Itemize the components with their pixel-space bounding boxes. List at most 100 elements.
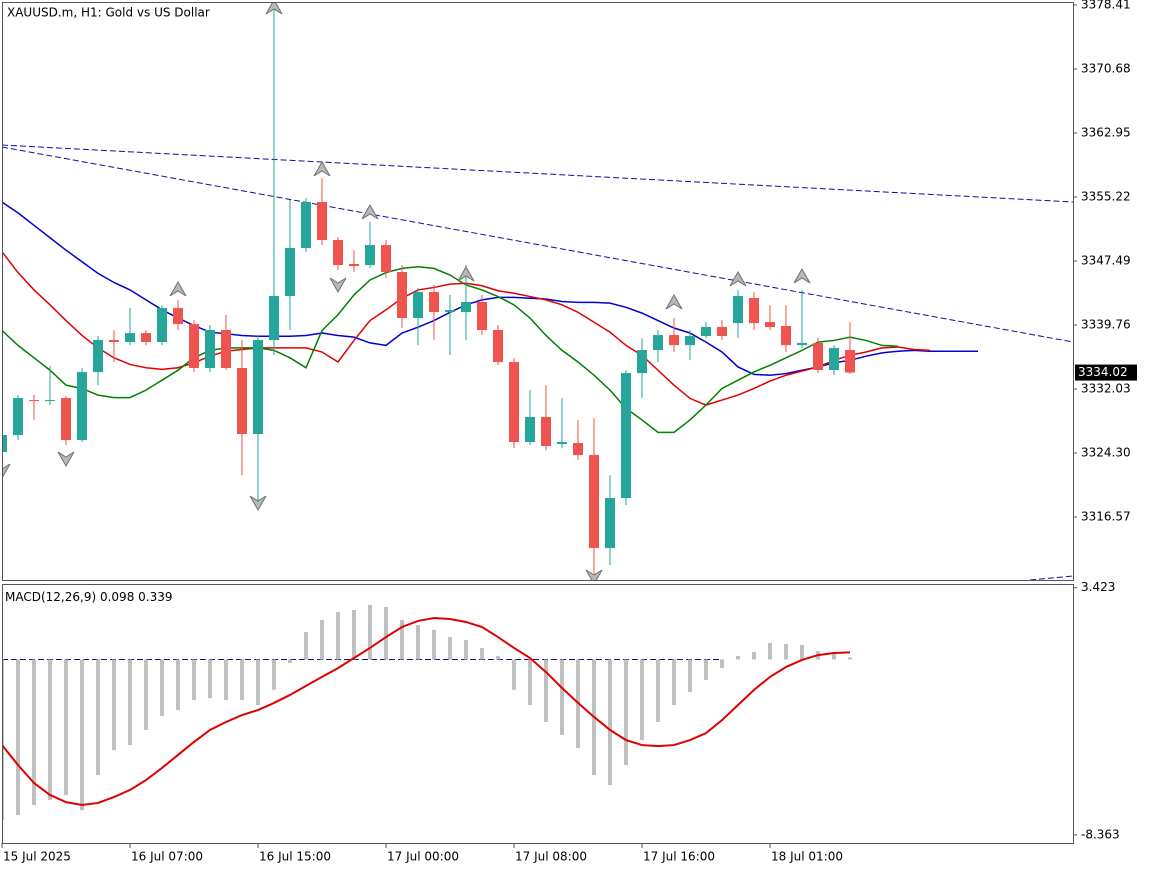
y-tick-label: 3324.30 bbox=[1081, 446, 1131, 460]
fractal-down bbox=[2, 463, 11, 480]
macd-bar bbox=[64, 659, 68, 795]
x-tick-label: 15 Jul 2025 bbox=[3, 850, 71, 864]
macd-bar bbox=[112, 659, 116, 751]
macd-bar bbox=[464, 639, 468, 660]
fractal-up bbox=[729, 270, 747, 287]
x-tick-label: 18 Jul 01:00 bbox=[771, 850, 843, 864]
fractal-down bbox=[249, 495, 267, 512]
price-marker-label: 3334.02 bbox=[1078, 365, 1128, 379]
candle-body bbox=[205, 330, 215, 369]
macd-bar bbox=[544, 659, 548, 722]
signal-value: 0.339 bbox=[138, 590, 172, 604]
fractal-up bbox=[361, 203, 379, 220]
macd-bar bbox=[800, 645, 804, 660]
macd-bar bbox=[688, 659, 692, 693]
y-tick-label: -8.363 bbox=[1081, 827, 1120, 841]
candle-body bbox=[157, 308, 167, 343]
candle-body bbox=[45, 400, 55, 402]
macd-label: MACD(12,26,9) bbox=[5, 590, 96, 604]
candle-body bbox=[653, 335, 663, 351]
y-tick-label: 3355.22 bbox=[1081, 190, 1131, 204]
candle-body bbox=[813, 343, 823, 370]
x-tick-label: 17 Jul 08:00 bbox=[515, 850, 587, 864]
candle-body bbox=[301, 201, 311, 249]
fractal-down bbox=[329, 277, 347, 294]
candle-body bbox=[829, 348, 839, 370]
price-pane-frame bbox=[2, 2, 1074, 581]
x-tick-label: 17 Jul 16:00 bbox=[643, 850, 715, 864]
candle-body bbox=[557, 442, 567, 445]
macd-bar bbox=[320, 620, 324, 660]
candle-body bbox=[445, 310, 455, 313]
macd-bar bbox=[352, 610, 356, 660]
candle-body bbox=[269, 296, 279, 341]
macd-bar bbox=[96, 659, 100, 776]
trend-line bbox=[2, 144, 1073, 203]
fractal-up bbox=[169, 280, 187, 297]
macd-bar bbox=[256, 659, 260, 706]
macd-bar bbox=[400, 620, 404, 660]
macd-bar bbox=[768, 642, 772, 660]
candle-body bbox=[2, 435, 7, 453]
fractal-down bbox=[57, 451, 75, 468]
macd-bar bbox=[416, 625, 420, 660]
candle-body bbox=[685, 336, 695, 346]
macd-bar bbox=[832, 652, 836, 660]
macd-bar bbox=[512, 659, 516, 690]
candle-body bbox=[637, 350, 647, 374]
macd-bar bbox=[624, 659, 628, 765]
price-pane bbox=[2, 2, 1073, 580]
macd-bar bbox=[192, 659, 196, 700]
candle-body bbox=[253, 340, 263, 435]
macd-bar bbox=[672, 659, 676, 706]
fractal-up bbox=[665, 293, 683, 310]
fractals bbox=[2, 2, 811, 580]
macd-bar bbox=[848, 657, 852, 660]
candle-body bbox=[717, 327, 727, 337]
candle-body bbox=[61, 398, 71, 441]
y-tick-label: 3.423 bbox=[1081, 580, 1115, 594]
y-tick-label: 3378.41 bbox=[1081, 0, 1131, 11]
macd-pane-frame bbox=[2, 584, 1074, 844]
macd-bar bbox=[640, 659, 644, 741]
price-marker bbox=[1075, 364, 1137, 381]
candle-body bbox=[573, 443, 583, 456]
candle-body bbox=[77, 372, 87, 441]
candle-body bbox=[333, 239, 343, 265]
candle-body bbox=[429, 291, 439, 313]
macd-bar bbox=[720, 659, 724, 669]
candle-body bbox=[109, 340, 119, 343]
macd-bar bbox=[224, 659, 228, 700]
fractal-up bbox=[457, 265, 475, 282]
macd-bar bbox=[368, 604, 372, 660]
macd-bar bbox=[336, 612, 340, 660]
candle-body bbox=[317, 201, 327, 240]
axes: 3378.41 3370.68 3362.95 3355.22 3347.49 3339.… bbox=[1, 0, 1137, 864]
macd-bar bbox=[784, 643, 788, 660]
macd-bar bbox=[704, 659, 708, 681]
trend-line bbox=[2, 146, 1073, 343]
candle-body bbox=[365, 245, 375, 265]
y-tick-label: 3347.49 bbox=[1081, 254, 1131, 268]
y-tick-label: 3316.57 bbox=[1081, 510, 1131, 524]
moving-averages bbox=[2, 201, 978, 434]
macd-bar bbox=[240, 659, 244, 700]
macd-bar bbox=[448, 637, 452, 660]
candle-body bbox=[221, 330, 231, 369]
candle-body bbox=[461, 302, 471, 313]
candle-body bbox=[781, 326, 791, 346]
macd-bar bbox=[384, 607, 388, 660]
macd-bar bbox=[176, 659, 180, 711]
macd-title: MACD(12,26,9) 0.098 0.339 bbox=[5, 590, 173, 604]
candles bbox=[2, 4, 855, 576]
fractal-up bbox=[313, 160, 331, 177]
macd-pane bbox=[2, 604, 852, 820]
trend-line bbox=[1029, 575, 1073, 580]
candle-body bbox=[173, 308, 183, 325]
macd-bar bbox=[496, 655, 500, 660]
candle-body bbox=[477, 302, 487, 331]
macd-bar bbox=[608, 659, 612, 786]
candle-body bbox=[589, 455, 599, 549]
macd-value: 0.098 bbox=[100, 590, 134, 604]
y-tick-label: 3370.68 bbox=[1081, 61, 1131, 75]
